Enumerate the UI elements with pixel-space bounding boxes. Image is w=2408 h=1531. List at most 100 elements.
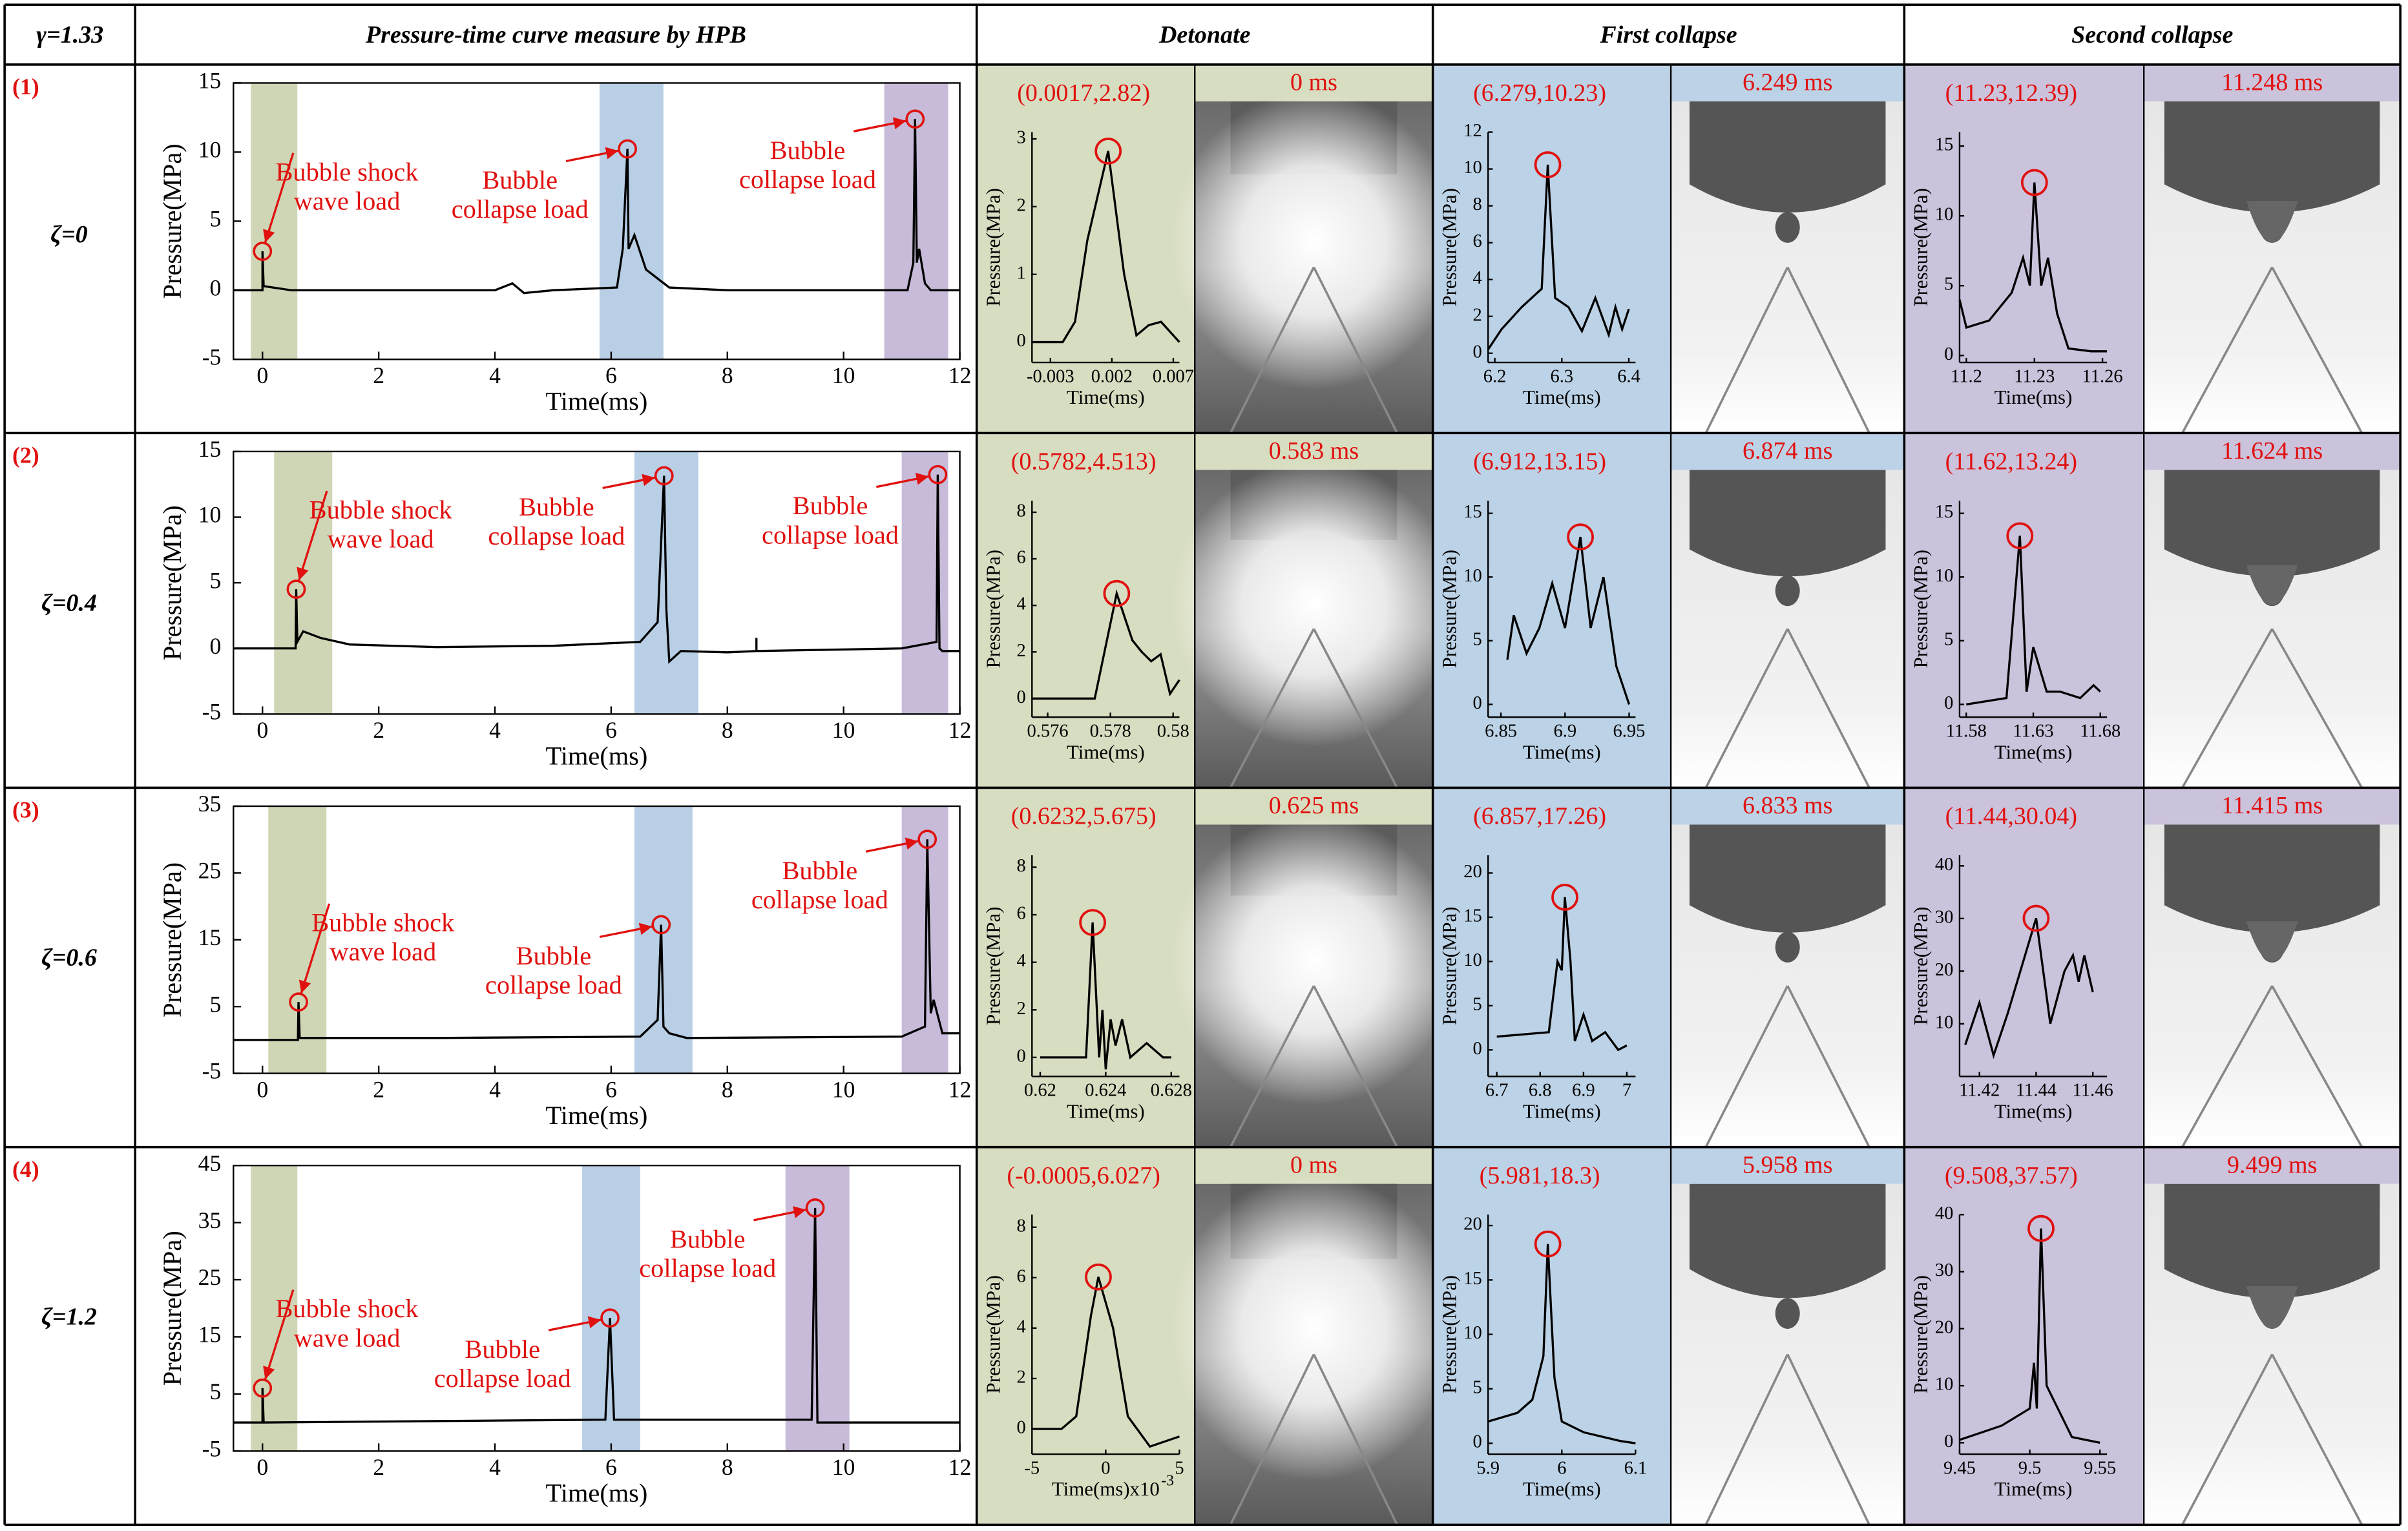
annotation-arrowhead (905, 837, 919, 850)
y-tick-label: 3 (1017, 128, 1026, 148)
photo-wire (2271, 266, 2363, 434)
y-tick-label: -5 (202, 699, 222, 725)
y-tick-label: 45 (198, 1150, 222, 1176)
photo-wire (1704, 1353, 1789, 1526)
annotation-text: collapse load (751, 885, 888, 914)
x-axis-label: Time(ms) (1523, 1099, 1601, 1122)
panel-background (1904, 64, 2144, 433)
y-tick-label: 0 (1944, 344, 1953, 364)
y-tick-label: 5 (1944, 275, 1953, 295)
peak-label: (0.6232,5.675) (1011, 803, 1157, 830)
y-tick-label: 0 (1017, 687, 1026, 707)
x-tick-label: 4 (489, 717, 501, 743)
y-tick-label: 5 (1472, 1377, 1481, 1397)
y-axis-label: Pressure(MPa) (981, 1275, 1004, 1394)
y-tick-label: 1 (1017, 263, 1026, 283)
y-tick-label: 8 (1017, 856, 1026, 876)
data-line (1959, 1228, 2100, 1444)
row-index: (2) (12, 443, 39, 468)
photo-wire (2181, 985, 2274, 1148)
x-tick-label: 10 (832, 717, 855, 743)
x-axis-label: Time(ms) (546, 1478, 648, 1507)
photo-wire (1229, 266, 1315, 434)
annotation-text: Bubble shock (309, 495, 453, 525)
x-axis-label: Time(ms)x10 (1052, 1477, 1160, 1500)
photo-jet (1775, 1298, 1800, 1329)
y-tick-label: -5 (202, 1435, 222, 1461)
photo-wire (1786, 628, 1870, 789)
annotation-arrowhead (915, 472, 929, 485)
x-axis-label: Time(ms) (546, 742, 648, 771)
frame-label-background (1671, 64, 1905, 101)
x-tick-label: 12 (948, 717, 972, 743)
y-tick-label: 10 (1463, 1323, 1482, 1343)
data-line (233, 1207, 960, 1424)
y-tick-label: 20 (1463, 1214, 1482, 1234)
peak-marker (253, 1378, 273, 1398)
photo-wire (2271, 1353, 2363, 1526)
x-tick-label: 6.8 (1529, 1081, 1552, 1101)
peak-marker (2006, 522, 2034, 550)
photo-flash (1171, 91, 1457, 390)
y-axis-label: Pressure(MPa) (1909, 188, 1932, 307)
frame-label-background (1671, 787, 1905, 825)
photo-wire (1704, 985, 1789, 1148)
row-label: ζ=0 (50, 221, 87, 248)
y-tick-label: 0 (1472, 342, 1481, 362)
x-axis-label: Time(ms) (546, 1101, 648, 1130)
plot-area (233, 1164, 961, 1452)
y-tick-label: 10 (1935, 1012, 1954, 1032)
y-axis-label: Pressure(MPa) (981, 188, 1004, 307)
annotation-text: Bubble (516, 941, 592, 970)
peak-marker (905, 109, 925, 129)
x-tick-label: 2 (373, 1076, 384, 1102)
y-axis-label: Pressure(MPa) (1438, 906, 1460, 1025)
peak-label: (6.279,10.23) (1473, 79, 1606, 107)
peak-label: (9.508,37.57) (1945, 1162, 2078, 1189)
frame-label-background (1671, 1147, 1905, 1184)
photo-wire (2271, 985, 2363, 1148)
photo (2144, 824, 2401, 1148)
x-axis-label: Time(ms) (1067, 1099, 1145, 1122)
x-tick-label: 9.45 (1943, 1458, 1976, 1478)
photo-wire (1704, 266, 1789, 434)
annotation-arrow (300, 903, 331, 994)
frame-time: 6.249 ms (1743, 69, 1832, 96)
peak-marker (253, 242, 273, 261)
annotation-arrowhead (298, 979, 311, 994)
photo-wire (2181, 266, 2274, 434)
y-axis-label: Pressure(MPa) (1909, 550, 1932, 669)
frame-label-background (2144, 787, 2401, 825)
photo (1671, 1183, 1905, 1526)
annotation-text: collapse load (762, 520, 899, 549)
x-tick-label: 5 (1175, 1458, 1184, 1478)
y-tick-label: 4 (1017, 1317, 1026, 1337)
data-line (1032, 151, 1180, 344)
y-tick-label: 15 (198, 924, 222, 950)
photo-flash (1171, 460, 1457, 747)
peak-marker (1079, 909, 1107, 936)
photo-plume (2246, 565, 2298, 605)
x-tick-label: 8 (722, 1076, 733, 1102)
x-tick-label: 0 (257, 1454, 268, 1480)
photo (1171, 1173, 1457, 1526)
y-tick-label: 15 (198, 68, 222, 94)
y-tick-label: 10 (1463, 566, 1482, 586)
x-tick-label: 4 (489, 1076, 501, 1102)
photo (1171, 460, 1457, 789)
y-tick-label: 0 (1017, 1418, 1026, 1438)
y-tick-label: 15 (1935, 502, 1954, 522)
annotation-text: Bubble (770, 136, 846, 165)
y-axis-label: Pressure(MPa) (158, 505, 187, 660)
photo-body (2164, 824, 2380, 933)
photo-wire (1786, 1353, 1870, 1526)
x-tick-label: 8 (722, 1454, 733, 1480)
photo (2144, 1183, 2401, 1526)
photo-plume (2246, 201, 2298, 243)
annotation-arrowhead (605, 147, 619, 160)
y-tick-label: 30 (1935, 1260, 1954, 1280)
photo-wire (1312, 628, 1398, 789)
annotation-text: collapse load (488, 521, 625, 550)
x-tick-label: 0 (257, 717, 268, 743)
y-tick-label: 30 (1935, 907, 1954, 927)
